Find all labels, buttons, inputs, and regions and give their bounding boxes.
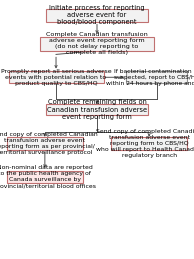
- FancyBboxPatch shape: [111, 136, 187, 150]
- Text: Send copy of completed Canadian
transfusion adverse event
reporting form as per : Send copy of completed Canadian transfus…: [0, 132, 98, 155]
- Text: Send copy of completed Canadian
transfusion adverse event
reporting form to CBS/: Send copy of completed Canadian transfus…: [96, 129, 194, 158]
- Text: Promptly report all serious adverse
events with potential relation to
product qu: Promptly report all serious adverse even…: [1, 69, 111, 86]
- Text: If bacterial contamination is
suspected, report to CBS/HQ
within 24 hours by pho: If bacterial contamination is suspected,…: [106, 69, 194, 86]
- FancyBboxPatch shape: [7, 136, 83, 150]
- FancyBboxPatch shape: [46, 104, 148, 116]
- FancyBboxPatch shape: [9, 71, 104, 83]
- FancyBboxPatch shape: [126, 71, 187, 83]
- FancyBboxPatch shape: [40, 37, 154, 51]
- Text: Complete Canadian transfusion
adverse event reporting form
(do not delay reporti: Complete Canadian transfusion adverse ev…: [46, 32, 148, 55]
- FancyBboxPatch shape: [7, 171, 83, 183]
- FancyBboxPatch shape: [46, 9, 148, 22]
- Text: Non-nominal data are reported
to the public health agency of
Canada surveillance: Non-nominal data are reported to the pub…: [0, 165, 96, 188]
- Text: Complete remaining fields on
Canadian transfusion adverse
event reporting form: Complete remaining fields on Canadian tr…: [47, 99, 147, 120]
- Text: Initiate process for reporting
adverse event for
blood/blood component: Initiate process for reporting adverse e…: [49, 5, 145, 25]
